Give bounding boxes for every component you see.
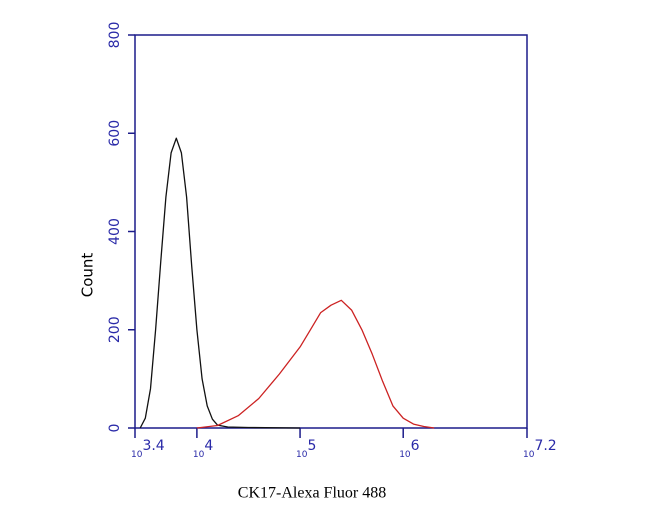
y-tick-label: 600 <box>107 120 123 147</box>
tick-exponent: 7.2 <box>534 438 556 454</box>
x-axis-label: CK17-Alexa Fluor 488 <box>238 485 386 502</box>
x-tick-label: 105 <box>296 438 316 460</box>
tick-exponent: 3.4 <box>142 438 164 454</box>
tick-base: 10 <box>296 450 308 460</box>
y-tick-label: 400 <box>107 218 123 245</box>
tick-exponent: 5 <box>308 438 317 454</box>
x-tick-label: 104 <box>193 438 213 460</box>
x-tick-label: 103.4 <box>131 438 165 460</box>
histogram-line <box>196 299 435 429</box>
plot-frame <box>134 34 528 429</box>
y-axis-label: Count <box>79 253 97 298</box>
tick-base: 10 <box>131 450 143 460</box>
tick-exponent: 4 <box>204 438 213 454</box>
histogram-line <box>139 137 301 429</box>
x-tick-label: 107.2 <box>523 438 557 460</box>
tick-exponent: 6 <box>411 438 420 454</box>
x-tick-label: 106 <box>399 438 419 460</box>
y-tick-label: 0 <box>107 424 123 433</box>
y-tick-label: 200 <box>107 316 123 343</box>
tick-base: 10 <box>523 450 535 460</box>
tick-base: 10 <box>193 450 205 460</box>
tick-base: 10 <box>399 450 411 460</box>
y-tick-label: 800 <box>107 22 123 49</box>
